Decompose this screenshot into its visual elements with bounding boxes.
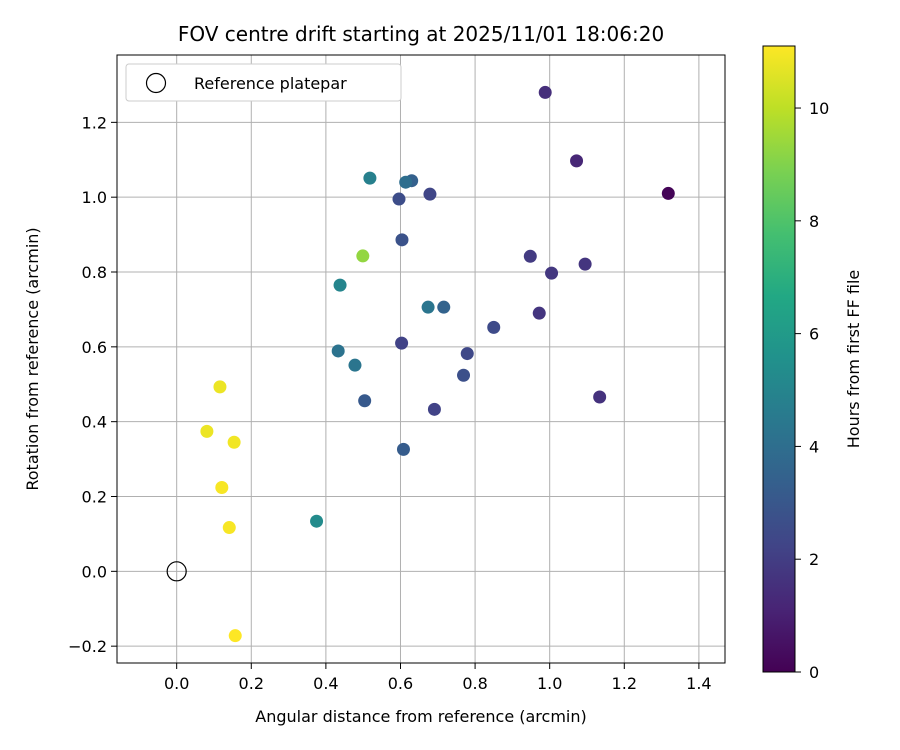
scatter-point xyxy=(457,368,471,382)
colorbar-tick-label: 0 xyxy=(809,663,819,682)
y-tick-label: 0.2 xyxy=(82,488,107,507)
scatter-point xyxy=(399,175,413,189)
scatter-point xyxy=(356,249,370,263)
x-tick-label: 1.0 xyxy=(537,674,562,693)
scatter-point xyxy=(395,336,409,350)
scatter-point xyxy=(460,347,474,361)
scatter-point xyxy=(348,358,362,372)
x-tick-label: 1.2 xyxy=(612,674,637,693)
x-tick-label: 0.6 xyxy=(388,674,413,693)
scatter-point xyxy=(570,154,584,168)
y-tick-label: 1.0 xyxy=(82,188,107,207)
colorbar-tick-label: 6 xyxy=(809,325,819,344)
legend: Reference platepar xyxy=(125,63,402,102)
scatter-point xyxy=(661,186,675,200)
x-tick-label: 0.4 xyxy=(313,674,338,693)
y-tick-label: −0.2 xyxy=(68,637,107,656)
legend-label-reference: Reference platepar xyxy=(194,74,347,93)
colorbar-gradient xyxy=(762,45,796,673)
scatter-point xyxy=(215,481,229,495)
scatter-point xyxy=(222,521,236,535)
scatter-point xyxy=(545,266,559,280)
colorbar-tick-label: 2 xyxy=(809,550,819,569)
y-tick-label: 0.8 xyxy=(82,263,107,282)
colorbar-label: Hours from first FF file xyxy=(844,270,863,449)
scatter-point xyxy=(538,85,552,99)
colorbar: 0 2 4 6 8 10 Hours from first FF file xyxy=(762,45,863,682)
colorbar-tick-label: 8 xyxy=(809,212,819,231)
plot-area-frame xyxy=(116,54,726,664)
scatter-point xyxy=(427,402,441,416)
legend-box xyxy=(125,63,402,102)
scatter-point xyxy=(228,629,242,643)
scatter-point xyxy=(358,394,372,408)
scatter-point xyxy=(331,344,345,358)
y-tick-label: 0.0 xyxy=(82,562,107,581)
y-tick-label: 0.4 xyxy=(82,413,107,432)
x-axis-label: Angular distance from reference (arcmin) xyxy=(255,707,586,726)
scatter-point xyxy=(333,278,347,292)
legend-marker-reference xyxy=(145,72,167,94)
scatter-point xyxy=(395,233,409,247)
scatter-point xyxy=(523,249,537,263)
x-axis-ticks: 0.0 0.2 0.4 0.6 0.8 1.0 1.2 1.4 xyxy=(164,663,712,693)
x-tick-label: 0.2 xyxy=(239,674,264,693)
reference-point-marker xyxy=(166,561,187,582)
x-tick-label: 0.8 xyxy=(462,674,487,693)
scatter-point xyxy=(227,435,241,449)
scatter-point xyxy=(487,320,501,334)
y-tick-label: 1.2 xyxy=(82,113,107,132)
chart-title: FOV centre drift starting at 2025/11/01 … xyxy=(178,22,664,46)
data-points xyxy=(200,85,675,643)
scatter-point xyxy=(423,187,437,201)
scatter-point xyxy=(578,257,592,271)
x-tick-label: 1.4 xyxy=(686,674,711,693)
grid-lines xyxy=(117,55,725,663)
colorbar-ticks: 0 2 4 6 8 10 xyxy=(795,99,829,682)
scatter-point xyxy=(363,171,377,185)
y-tick-label: 0.6 xyxy=(82,338,107,357)
y-axis-ticks: −0.2 0.0 0.2 0.4 0.6 0.8 1.0 1.2 xyxy=(68,113,117,656)
scatter-point xyxy=(392,192,406,206)
scatter-point xyxy=(593,390,607,404)
y-axis-label: Rotation from reference (arcmin) xyxy=(23,227,42,490)
x-tick-label: 0.0 xyxy=(164,674,189,693)
scatter-point xyxy=(532,306,546,320)
scatter-point xyxy=(437,300,451,314)
scatter-point xyxy=(421,300,435,314)
scatter-point xyxy=(200,424,214,438)
scatter-point xyxy=(310,514,324,528)
colorbar-tick-label: 10 xyxy=(809,99,829,118)
scatter-point xyxy=(213,380,227,394)
colorbar-tick-label: 4 xyxy=(809,437,819,456)
scatter-point xyxy=(396,442,410,456)
reference-layer xyxy=(166,561,187,582)
